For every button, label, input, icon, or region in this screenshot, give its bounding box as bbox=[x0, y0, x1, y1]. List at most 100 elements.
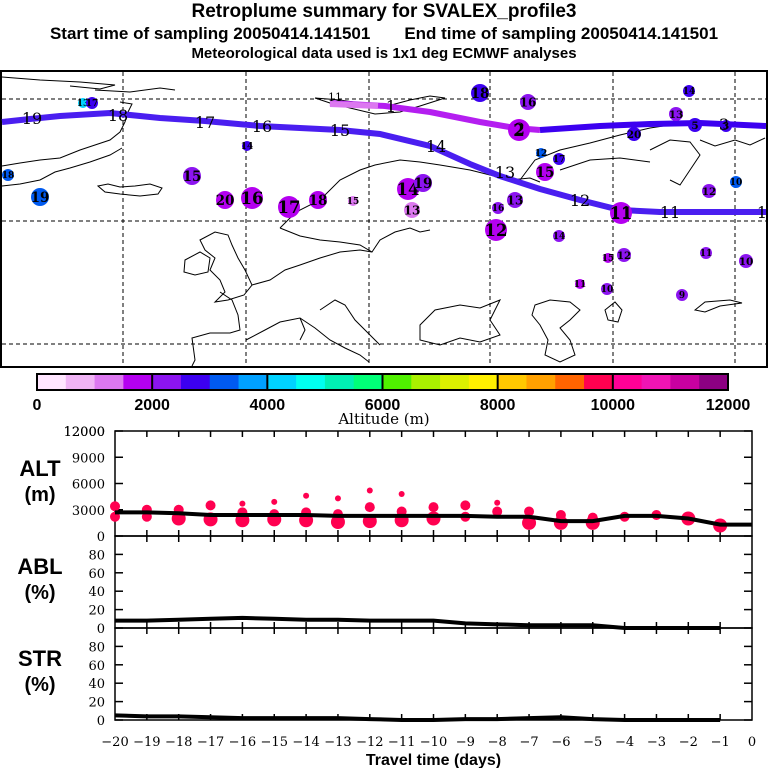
cluster-label: 19 bbox=[414, 176, 433, 192]
cluster-label: 13 bbox=[669, 109, 684, 121]
altitude-cluster-marker bbox=[460, 500, 471, 511]
altitude-cluster-marker bbox=[522, 515, 537, 530]
trajectory-upper-start bbox=[329, 101, 379, 109]
cluster-marker: 11 bbox=[700, 247, 712, 259]
colorbar-tick-label: 6000 bbox=[365, 397, 401, 414]
x-axis-label: Travel time (days) bbox=[366, 752, 501, 768]
y-tick-label: 60 bbox=[88, 659, 105, 674]
cluster-label: 17 bbox=[553, 155, 566, 165]
cluster-marker: 3 bbox=[720, 120, 732, 132]
colorbar-swatch bbox=[123, 374, 153, 390]
cluster-dot bbox=[603, 253, 613, 263]
cluster-marker: 16 bbox=[492, 202, 505, 214]
cluster-marker: 13 bbox=[669, 107, 684, 121]
panel-unit: (%) bbox=[24, 674, 55, 696]
altitude-cluster-marker bbox=[205, 500, 216, 511]
colorbar-swatch bbox=[641, 374, 671, 390]
cluster-label: 12 bbox=[535, 149, 548, 159]
cluster-dot bbox=[2, 169, 14, 181]
cluster-dot bbox=[676, 289, 688, 301]
trajectory-day-label: 11 bbox=[328, 91, 342, 104]
trajectory-day-label: 3 bbox=[719, 115, 729, 134]
cluster-dot bbox=[730, 176, 742, 188]
colorbar-tick-label: 2000 bbox=[134, 397, 170, 414]
coastline-caspian bbox=[531, 299, 581, 363]
cluster-label: 14 bbox=[553, 232, 566, 242]
cluster-marker: 17 bbox=[278, 196, 301, 218]
cluster-marker: 19 bbox=[414, 174, 433, 192]
cluster-marker: 9 bbox=[676, 289, 688, 301]
colorbar-swatch bbox=[238, 374, 268, 390]
colorbar-swatch bbox=[584, 374, 614, 390]
panel-label: STR bbox=[18, 646, 62, 671]
cluster-marker: 18 bbox=[471, 84, 489, 102]
trajectory-day-label: 16 bbox=[252, 117, 272, 136]
cluster-marker: 12 bbox=[617, 248, 632, 262]
cluster-label: 16 bbox=[492, 204, 505, 214]
cluster-label: 15 bbox=[347, 197, 360, 207]
cluster-marker: 15 bbox=[347, 196, 360, 207]
cluster-dot bbox=[485, 219, 507, 241]
y-tick-label: 9000 bbox=[72, 451, 105, 466]
cluster-dot bbox=[397, 178, 419, 200]
panel-label: ALT bbox=[19, 456, 61, 481]
trajectory-day-label: 18 bbox=[108, 106, 128, 125]
colorbar-swatch bbox=[670, 374, 700, 390]
cluster-dot bbox=[508, 119, 530, 141]
cluster-marker: 2 bbox=[508, 119, 530, 141]
panel-unit: (%) bbox=[24, 582, 55, 604]
cluster-label: 12 bbox=[485, 221, 508, 240]
x-tick-label: −5 bbox=[583, 735, 602, 750]
colorbar-swatch bbox=[209, 374, 240, 390]
cluster-marker: 17 bbox=[86, 97, 98, 109]
y-tick-label: 80 bbox=[88, 640, 105, 655]
cluster-label: 3 bbox=[723, 122, 729, 132]
cluster-label: 12 bbox=[617, 250, 632, 262]
coastline bbox=[1, 147, 123, 187]
cluster-dot bbox=[348, 196, 358, 206]
trajectory-day-label: 15 bbox=[330, 121, 350, 140]
cluster-dot bbox=[507, 192, 523, 208]
cluster-marker: 18 bbox=[2, 169, 14, 181]
cluster-dot bbox=[404, 202, 420, 218]
series-line-str bbox=[114, 713, 721, 722]
coastline bbox=[1, 76, 176, 93]
cluster-label: 17 bbox=[278, 198, 301, 217]
altitude-cluster-marker bbox=[524, 506, 535, 517]
cluster-marker: 17 bbox=[553, 153, 566, 165]
y-tick-label: 0 bbox=[97, 530, 105, 545]
coastline bbox=[1, 101, 133, 167]
cluster-marker: 19 bbox=[31, 188, 49, 206]
colorbar-swatch bbox=[612, 374, 643, 390]
colorbar-swatch bbox=[94, 374, 124, 390]
met-data-label: Meteorological data used is 1x1 deg ECMW… bbox=[191, 45, 577, 62]
x-tick-label: −10 bbox=[420, 735, 447, 750]
cluster-dot bbox=[601, 283, 613, 295]
x-tick-label: −15 bbox=[261, 735, 288, 750]
colorbar-tick-label: 4000 bbox=[250, 397, 286, 414]
cluster-dot bbox=[683, 85, 695, 97]
colorbar-swatch bbox=[411, 374, 441, 390]
x-tick-label: −9 bbox=[456, 735, 475, 750]
panel-label: ABL bbox=[17, 554, 62, 579]
colorbar-swatch bbox=[497, 374, 527, 390]
sampling-times: Start time of sampling 20050414.141501 En… bbox=[0, 24, 768, 44]
cluster-dot bbox=[739, 254, 753, 268]
colorbar-swatch bbox=[65, 374, 96, 390]
cluster-dot bbox=[536, 148, 546, 158]
coastline-uk bbox=[199, 231, 253, 303]
cluster-label: 13 bbox=[507, 193, 524, 207]
colorbar-swatch bbox=[180, 374, 211, 390]
x-tick-label: −13 bbox=[324, 735, 351, 750]
y-tick-label: 60 bbox=[88, 567, 105, 582]
cluster-label: 16 bbox=[520, 95, 537, 109]
cluster-dot bbox=[520, 94, 536, 110]
cluster-dot bbox=[492, 202, 504, 214]
end-time-label: End time of sampling 20050414.141501 bbox=[404, 24, 719, 43]
x-tick-label: −6 bbox=[551, 735, 570, 750]
cluster-marker: 18 bbox=[309, 191, 327, 209]
cluster-dot bbox=[242, 141, 252, 151]
